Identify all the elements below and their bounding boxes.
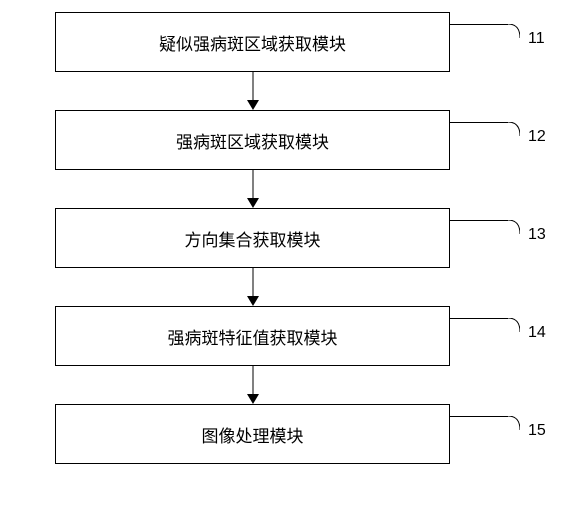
box-label-n4: 强病斑特征值获取模块 [168, 324, 338, 349]
connector-curve-n5 [508, 416, 520, 435]
arrow-n2-to-n3 [245, 170, 261, 208]
connector-line-n2 [450, 122, 508, 123]
flowchart-container: 疑似强病斑区域获取模块 11 强病斑区域获取模块 12 方向集合获取模块 13 强病斑特征值… [0, 0, 578, 511]
connector-curve-n2 [508, 122, 520, 141]
connector-line-n5 [450, 416, 508, 417]
number-label-n1: 11 [528, 30, 545, 48]
number-label-n2: 12 [528, 128, 546, 146]
flowchart-box-n3: 方向集合获取模块 [55, 208, 450, 268]
connector-line-n3 [450, 220, 508, 221]
box-label-n3: 方向集合获取模块 [185, 226, 321, 251]
connector-curve-n1 [508, 24, 520, 43]
number-label-n4: 14 [528, 324, 546, 342]
arrow-n3-to-n4 [245, 268, 261, 306]
arrow-n4-to-n5 [245, 366, 261, 404]
flowchart-box-n2: 强病斑区域获取模块 [55, 110, 450, 170]
connector-line-n1 [450, 24, 508, 25]
number-label-n5: 15 [528, 422, 546, 440]
flowchart-box-n5: 图像处理模块 [55, 404, 450, 464]
box-label-n1: 疑似强病斑区域获取模块 [159, 30, 346, 55]
number-label-n3: 13 [528, 226, 546, 244]
box-label-n2: 强病斑区域获取模块 [176, 128, 329, 153]
connector-line-n4 [450, 318, 508, 319]
flowchart-box-n1: 疑似强病斑区域获取模块 [55, 12, 450, 72]
connector-curve-n3 [508, 220, 520, 239]
box-label-n5: 图像处理模块 [202, 422, 304, 447]
flowchart-box-n4: 强病斑特征值获取模块 [55, 306, 450, 366]
arrow-n1-to-n2 [245, 72, 261, 110]
connector-curve-n4 [508, 318, 520, 337]
